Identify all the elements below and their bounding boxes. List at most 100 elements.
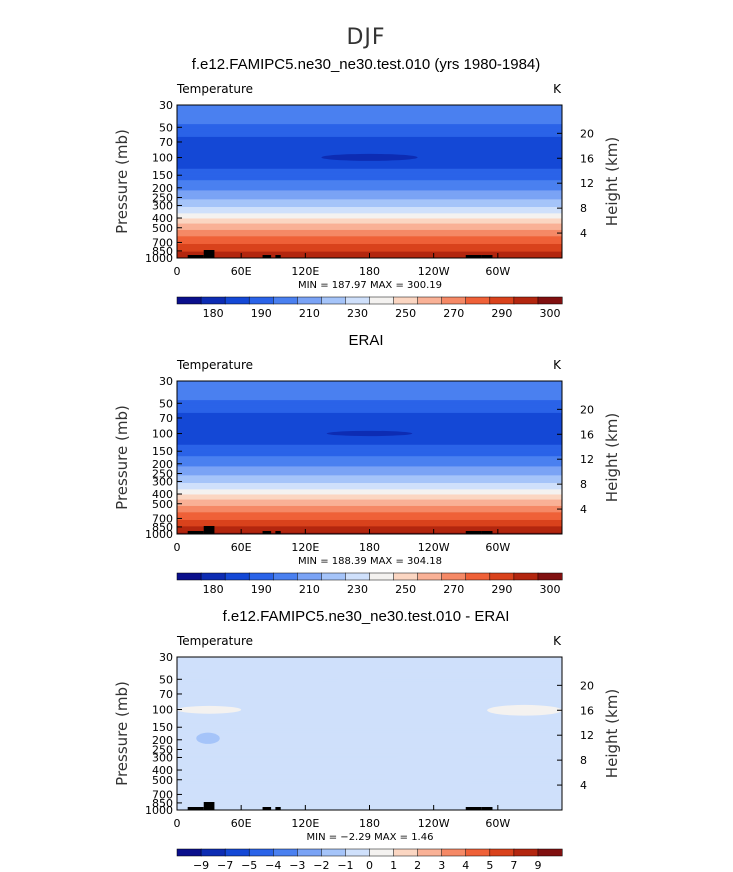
contour-band [177, 384, 562, 387]
contour-band [177, 229, 562, 232]
contour-band [177, 470, 562, 473]
y-tick-label: 700 [152, 788, 173, 801]
contour-band [177, 204, 562, 207]
contour-band [177, 400, 562, 402]
y-tick-label: 50 [159, 121, 173, 134]
contour-band [177, 512, 562, 515]
contour-band [177, 235, 562, 237]
colorbar-swatch [321, 296, 346, 305]
colorbar-swatch [273, 848, 298, 857]
colorbar-swatch [441, 572, 467, 581]
contour-band [177, 228, 562, 231]
contour-band [177, 775, 562, 778]
contour-band [177, 498, 562, 501]
contour-band [177, 226, 562, 228]
contour-band [177, 241, 562, 244]
contour-band [177, 425, 562, 428]
contour-band [177, 491, 562, 494]
contour-band [177, 751, 562, 754]
contour-patch [385, 749, 477, 795]
colorbar-swatch [176, 572, 202, 581]
contour-band [177, 465, 562, 468]
y-tick-label: 200 [152, 458, 173, 471]
contour-band [177, 177, 562, 180]
contour-band [177, 440, 562, 443]
x-tick-label: 120W [418, 265, 450, 278]
variable-label: Temperature [176, 82, 253, 96]
y-tick-label: 50 [159, 673, 173, 686]
colorbar-label: −2 [313, 859, 329, 872]
contour-band [177, 126, 562, 129]
contour-band [177, 186, 562, 189]
contour-band [177, 105, 562, 107]
contour-band [177, 658, 562, 661]
contour-band [177, 116, 562, 119]
contour-band [177, 131, 562, 134]
contour-band [177, 730, 562, 733]
variable-label: Temperature [176, 358, 253, 372]
colorbar-swatch [297, 572, 322, 581]
contour-band [177, 106, 562, 109]
contour-band [177, 518, 562, 521]
contour-band [177, 724, 562, 727]
terrain-block [481, 531, 493, 534]
contour-band [177, 769, 562, 772]
contour-band [177, 182, 562, 185]
contour-band [177, 130, 562, 133]
y-tick-label: 1000 [145, 528, 173, 541]
contour-band [177, 410, 562, 413]
x-tick-label: 0 [174, 265, 181, 278]
colorbar-swatch [273, 572, 298, 581]
terrain-block [262, 255, 272, 258]
contour-band [177, 161, 562, 163]
contour-band [177, 449, 562, 452]
contour-patch [487, 704, 562, 716]
contour-band [177, 467, 562, 470]
contour-band [177, 223, 562, 226]
contour-band [177, 457, 562, 460]
contour-band [177, 447, 562, 450]
terrain-block [262, 807, 272, 810]
contour-band [177, 111, 562, 114]
contour-band [177, 739, 562, 742]
contour-patch [196, 732, 220, 744]
colorbar-label: −9 [193, 859, 209, 872]
colorbar-label: 230 [347, 583, 368, 596]
contour-band [177, 779, 562, 782]
contour-band [177, 215, 562, 218]
contour-band [177, 391, 562, 394]
contour-band [177, 444, 562, 447]
colorbar-label: 250 [395, 307, 416, 320]
terrain-block [275, 255, 281, 258]
colorbar-label: 300 [539, 307, 560, 320]
contour-band [177, 446, 562, 448]
contour-band [177, 476, 562, 479]
contour-band [177, 166, 562, 169]
colorbar-swatch [200, 572, 226, 581]
contour-band [177, 127, 562, 130]
contour-band [177, 802, 562, 805]
contour-band [177, 136, 562, 139]
contour-band [177, 181, 562, 184]
colorbar-label: 230 [347, 307, 368, 320]
contour-band [177, 657, 562, 659]
y-tick-label: 250 [152, 744, 173, 757]
colorbar-label: −5 [241, 859, 257, 872]
contour-band [177, 162, 562, 165]
y-tick-label: 70 [159, 412, 173, 425]
contour-band [177, 474, 562, 476]
contour-band [177, 764, 562, 766]
contour-band [177, 755, 562, 758]
units-label: K [553, 358, 562, 372]
contour-band [177, 167, 562, 170]
y-tick-label: 300 [152, 751, 173, 764]
y-tick-label: 400 [152, 764, 173, 777]
colorbar-swatch [200, 296, 226, 305]
contour-band [177, 424, 562, 427]
colorbar-swatch [513, 848, 539, 857]
y-tick-label: 150 [152, 169, 173, 182]
y-right-tick-label: 20 [580, 679, 594, 692]
contour-band [177, 781, 562, 784]
colorbar-swatch [489, 296, 515, 305]
